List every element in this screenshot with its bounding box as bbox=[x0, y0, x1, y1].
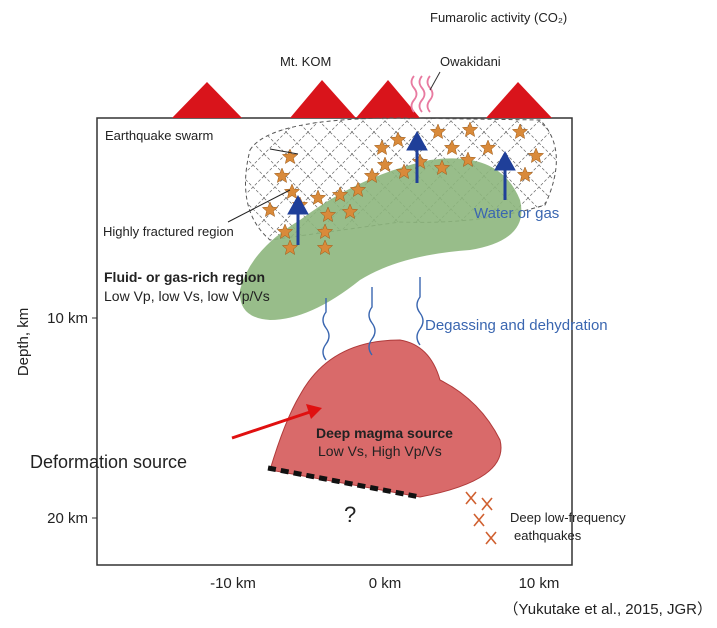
label: ? bbox=[344, 502, 356, 527]
leader-line bbox=[430, 72, 440, 90]
x-tick-label: 10 km bbox=[519, 575, 560, 592]
label: Mt. KOM bbox=[280, 54, 331, 69]
label: Fluid- or gas-rich region bbox=[104, 269, 265, 285]
label: Deep magma source bbox=[316, 425, 453, 441]
label: Deformation source bbox=[30, 452, 187, 472]
fumarole bbox=[412, 76, 433, 112]
magma-body bbox=[270, 340, 501, 497]
label: Owakidani bbox=[440, 54, 501, 69]
y-axis-label: Depth, km bbox=[15, 308, 32, 376]
label: Fumarolic activity (CO₂) bbox=[430, 10, 567, 25]
y-tick-label: 20 km bbox=[47, 510, 88, 527]
label: Degassing and dehydration bbox=[425, 317, 608, 334]
x-tick-label: -10 km bbox=[210, 575, 256, 592]
diagram: 10 km 20 km Depth, km -10 km 0 km 10 km … bbox=[0, 0, 717, 623]
volcano bbox=[486, 82, 552, 118]
y-tick-label: 10 km bbox=[47, 310, 88, 327]
volcanoes bbox=[172, 80, 552, 118]
volcano bbox=[172, 82, 242, 118]
dlf-marks bbox=[466, 492, 496, 544]
citation: （Yukutake et al., 2015, JGR） bbox=[504, 601, 712, 618]
label: Deep low-frequency bbox=[510, 510, 626, 525]
label: Water or gas bbox=[474, 205, 559, 222]
volcano bbox=[290, 80, 356, 118]
label: eathquakes bbox=[514, 528, 582, 543]
label: Low Vp, low Vs, low Vp/Vs bbox=[104, 288, 270, 304]
label: Highly fractured region bbox=[103, 224, 234, 239]
label: Low Vs, High Vp/Vs bbox=[318, 443, 442, 459]
label: Earthquake swarm bbox=[105, 128, 213, 143]
x-tick-label: 0 km bbox=[369, 575, 402, 592]
volcano bbox=[356, 80, 420, 118]
